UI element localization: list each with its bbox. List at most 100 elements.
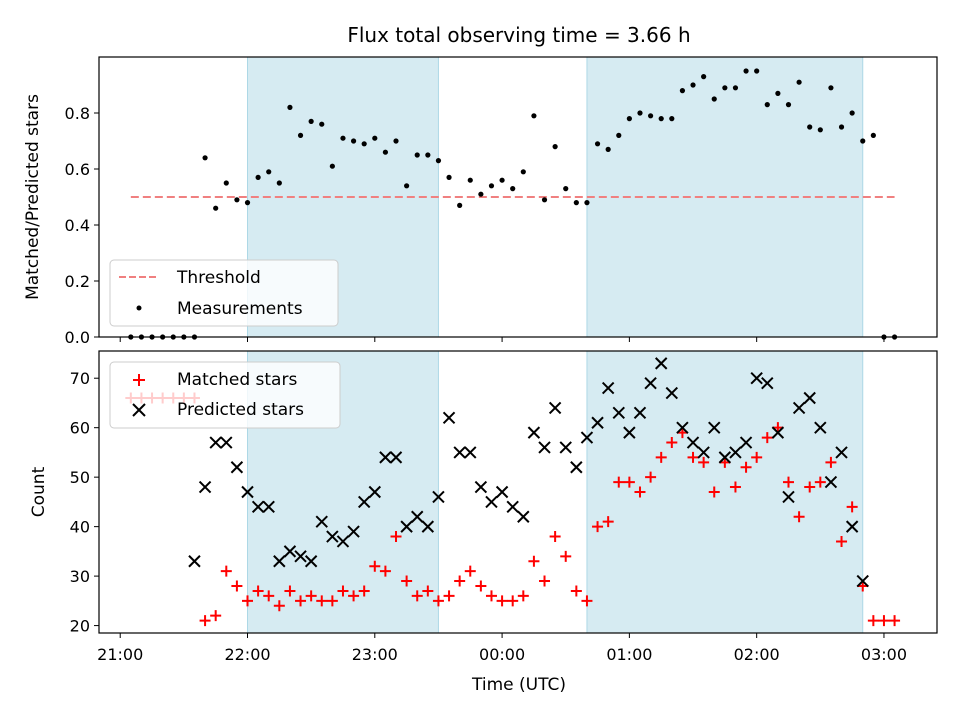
- matched-star-point: [878, 615, 890, 627]
- measurement-point: [404, 183, 410, 189]
- matched-star-point: [836, 535, 848, 547]
- measurement-point: [276, 180, 282, 186]
- measurement-point: [541, 197, 548, 203]
- predicted-star-point: [665, 386, 679, 400]
- matched-star-point: [867, 615, 879, 627]
- predicted-star-point: [453, 446, 466, 459]
- measurement-point: [722, 85, 728, 91]
- measurement-point: [637, 110, 643, 116]
- predicted-star-point: [761, 376, 774, 390]
- matched-star-point: [464, 565, 476, 577]
- matched-star-point: [623, 476, 635, 488]
- predicted-star-point: [591, 416, 604, 429]
- predicted-star-point: [824, 475, 838, 489]
- predicted-star-point: [739, 436, 753, 449]
- predicted-star-point: [379, 451, 392, 464]
- matched-star-point: [751, 451, 763, 463]
- matched-star-point: [655, 451, 667, 463]
- measurement-point: [297, 132, 304, 138]
- top-legend-box: [109, 259, 339, 327]
- matched-stars-points: [125, 392, 901, 627]
- measurement-point: [775, 90, 781, 96]
- predicted-star-point: [548, 401, 562, 415]
- predicted-star-point: [856, 574, 869, 588]
- measurement-point: [690, 82, 696, 88]
- chart-title: Flux total observing time = 3.66 h: [347, 23, 690, 47]
- matched-star-point: [390, 531, 402, 543]
- predicted-star-point: [315, 515, 328, 528]
- predicted-star-point: [527, 426, 541, 439]
- matched-star-point: [263, 590, 275, 602]
- measurement-point: [266, 169, 272, 175]
- matched-star-point: [560, 550, 572, 562]
- predicted-star-point: [209, 436, 222, 449]
- matched-star-point: [889, 615, 901, 627]
- measurement-point: [552, 144, 558, 150]
- matched-star-point: [782, 476, 794, 488]
- predicted-star-point: [230, 461, 244, 474]
- legend-predicted-label: Predicted stars: [177, 400, 304, 420]
- measurement-point: [594, 141, 601, 147]
- measurement-point: [658, 116, 664, 122]
- measurement-point: [350, 138, 357, 144]
- top-legend: Threshold Measurements: [109, 259, 339, 327]
- measurement-point: [393, 138, 399, 144]
- matched-star-point: [369, 560, 381, 572]
- matched-star-point: [252, 585, 264, 597]
- matched-star-point: [316, 595, 328, 607]
- legend-measurements-marker: [136, 305, 142, 311]
- measurement-point: [669, 116, 675, 122]
- predicted-star-point: [474, 480, 488, 494]
- predicted-star-point: [294, 550, 307, 563]
- matched-star-point: [379, 565, 391, 577]
- measurement-point: [319, 121, 325, 127]
- predicted-star-point: [432, 490, 445, 504]
- measurement-point: [340, 135, 346, 141]
- measurement-point: [435, 158, 442, 164]
- matched-star-point: [220, 565, 232, 577]
- predicted-star-point: [697, 446, 710, 459]
- measurement-point: [732, 85, 739, 91]
- matched-star-point: [454, 575, 466, 587]
- x-tick-label: 03:00: [861, 645, 907, 664]
- x-tick-label: 01:00: [606, 645, 652, 664]
- predicted-star-point: [814, 421, 827, 434]
- legend-threshold-label: Threshold: [176, 268, 261, 288]
- predicted-star-point: [517, 510, 530, 523]
- predicted-star-point: [644, 376, 657, 390]
- matched-star-point: [337, 585, 349, 597]
- matched-star-point: [698, 456, 710, 468]
- y-tick-label: 0.4: [65, 216, 90, 235]
- predicted-star-point: [357, 495, 371, 509]
- measurement-point: [308, 118, 314, 124]
- predicted-star-point: [506, 500, 519, 514]
- predicted-star-point: [283, 545, 297, 558]
- measurement-point: [807, 124, 813, 130]
- predicted-star-point: [411, 510, 424, 523]
- measurement-point: [223, 180, 229, 186]
- measurement-point: [329, 163, 335, 169]
- measurement-point: [870, 132, 876, 138]
- bottom-legend-box: [109, 361, 341, 429]
- matched-star-point: [804, 481, 816, 493]
- matched-star-point: [846, 501, 858, 513]
- x-tick-label: 00:00: [479, 645, 525, 664]
- top-panel: 0.00.20.40.60.8 Matched/Predicted stars …: [23, 56, 938, 347]
- predicted-star-point: [262, 500, 275, 514]
- x-tick-label: 21:00: [97, 645, 143, 664]
- measurement-point: [743, 68, 749, 74]
- measurement-point: [711, 96, 717, 102]
- measurement-point: [499, 177, 505, 183]
- predicted-star-point: [326, 530, 339, 543]
- matched-star-point: [708, 486, 720, 498]
- predicted-star-point: [198, 480, 212, 494]
- bottom-panel: Matched stars Predicted stars 20 30 40 50 60…: [29, 350, 938, 695]
- predicted-star-point: [495, 485, 509, 499]
- x-tick-label: 02:00: [734, 645, 780, 664]
- legend-matched-label: Matched stars: [177, 370, 297, 390]
- measurement-point: [457, 202, 463, 208]
- x-axis-label: Time (UTC): [471, 675, 566, 695]
- predicted-star-point: [188, 555, 201, 568]
- top-x-ticks: [119, 337, 885, 342]
- measurement-point: [754, 68, 760, 74]
